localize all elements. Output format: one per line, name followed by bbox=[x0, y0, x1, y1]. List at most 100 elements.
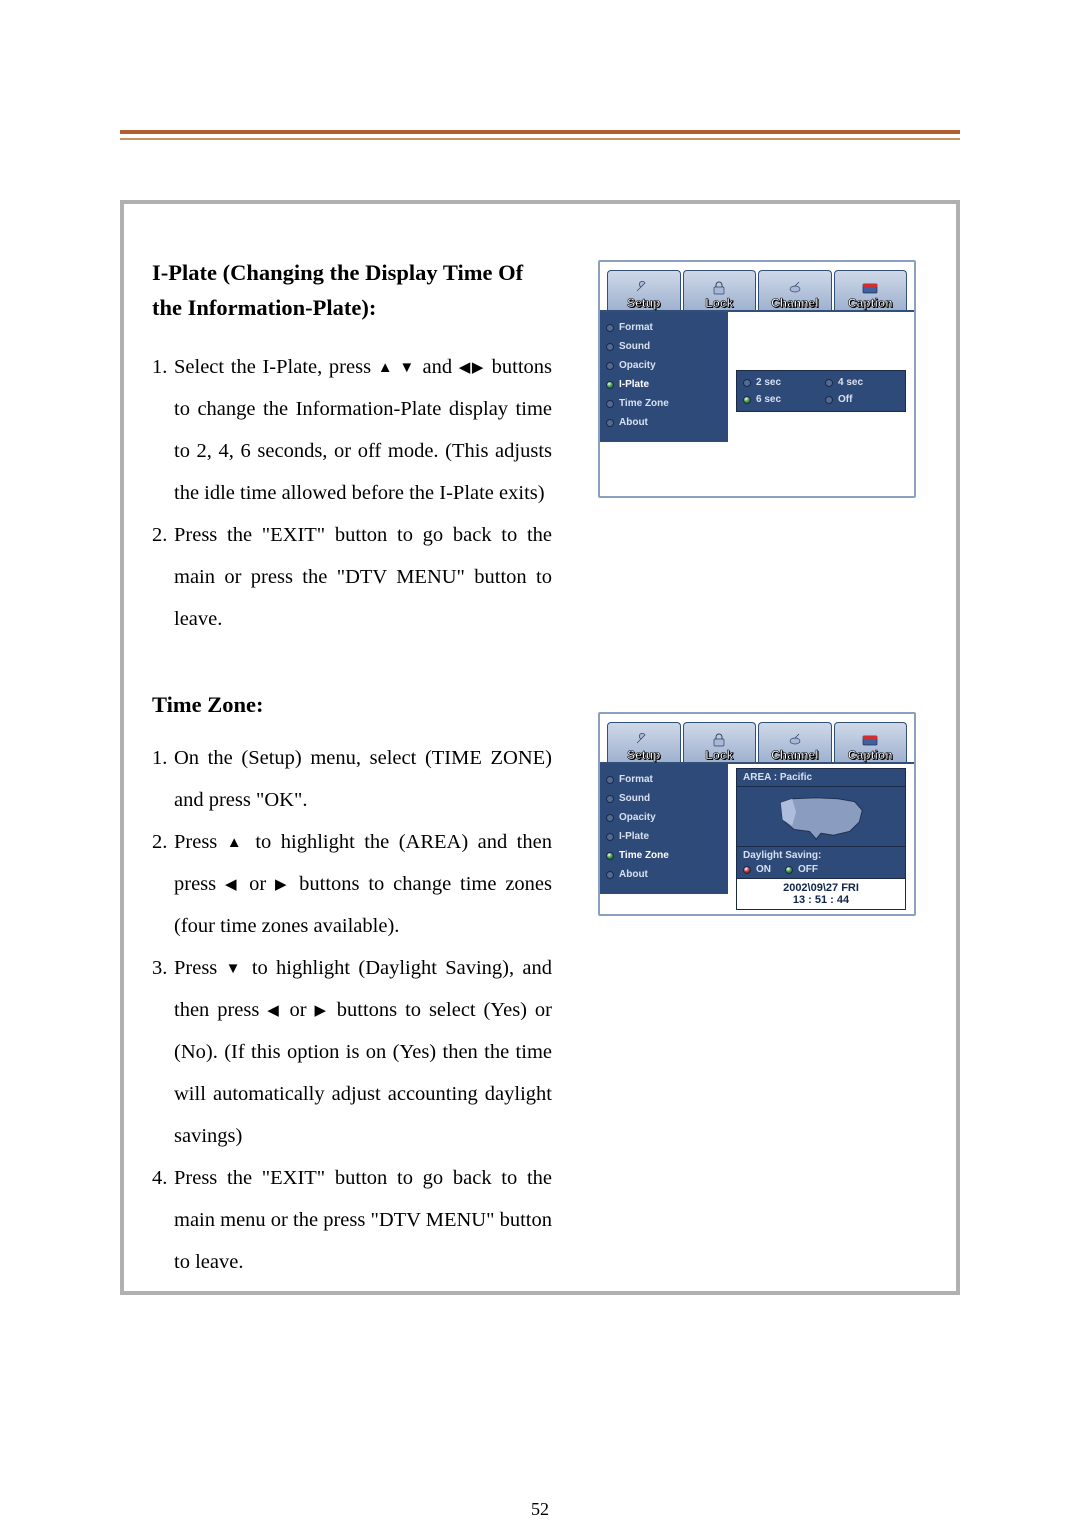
list-item: 1. Select the I-Plate, press ▲ ▼ and ◀▶ … bbox=[152, 346, 552, 514]
sidebar-item-label: Opacity bbox=[619, 360, 656, 371]
arrow-up-down-icon: ▲ ▼ bbox=[378, 360, 416, 376]
ds-option-off[interactable]: OFF bbox=[785, 864, 818, 875]
bullet-icon bbox=[606, 324, 614, 332]
step-body: Select the I-Plate, press ▲ ▼ and ◀▶ but… bbox=[174, 346, 552, 514]
text-run: Press bbox=[174, 957, 226, 979]
wrench-icon bbox=[635, 733, 653, 747]
bullet-icon bbox=[606, 343, 614, 351]
tz-daylight-saving: Daylight Saving: ON OFF bbox=[736, 847, 906, 879]
bullet-icon bbox=[606, 400, 614, 408]
sidebar-item-label: I-Plate bbox=[619, 379, 649, 390]
timezone-steps: 1. On the (Setup) menu, select (TIME ZON… bbox=[152, 737, 552, 1283]
sidebar-item-format[interactable]: Format bbox=[604, 318, 724, 337]
arrow-left-icon: ◀ bbox=[225, 877, 240, 893]
text-run: Select the I-Plate, press bbox=[174, 356, 378, 378]
page-frame: I-Plate (Changing the Display Time Of th… bbox=[120, 200, 960, 1295]
sidebar-item-format[interactable]: Format bbox=[604, 770, 724, 789]
tab-setup[interactable]: Setup bbox=[607, 722, 681, 762]
tab-label: Setup bbox=[627, 296, 660, 310]
iplate-options: 2 sec 4 sec 6 sec Off bbox=[736, 370, 906, 412]
tab-label: Lock bbox=[705, 296, 733, 310]
header-rule-thick bbox=[120, 130, 960, 134]
tz-area-strip[interactable]: AREA : Pacific bbox=[736, 768, 906, 787]
sidebar-item-sound[interactable]: Sound bbox=[604, 337, 724, 356]
osd-body: Format Sound Opacity I-Plate Time Zone A… bbox=[600, 762, 914, 894]
tab-label: Channel bbox=[771, 748, 818, 762]
step-body: Press the "EXIT" button to go back to th… bbox=[174, 514, 552, 640]
arrow-up-icon: ▲ bbox=[227, 835, 246, 851]
step-number: 3. bbox=[152, 947, 174, 1157]
radio-icon bbox=[825, 379, 833, 387]
osd-screenshot-timezone: Setup Lock Channel Caption bbox=[598, 712, 928, 916]
option-off[interactable]: Off bbox=[825, 394, 899, 405]
tz-datetime: 2002\09\27 FRI 13 : 51 : 44 bbox=[736, 879, 906, 910]
option-label: Off bbox=[838, 394, 852, 405]
sidebar-item-about[interactable]: About bbox=[604, 413, 724, 432]
sidebar-item-label: Format bbox=[619, 774, 653, 785]
text-run: or bbox=[282, 999, 315, 1021]
step-number: 2. bbox=[152, 514, 174, 640]
arrow-left-icon: ◀ bbox=[267, 1003, 281, 1019]
osd-window: Setup Lock Channel Caption bbox=[598, 712, 916, 916]
caption-icon bbox=[861, 733, 879, 747]
option-label: ON bbox=[756, 864, 771, 875]
iplate-steps: 1. Select the I-Plate, press ▲ ▼ and ◀▶ … bbox=[152, 346, 552, 640]
option-2sec[interactable]: 2 sec bbox=[743, 377, 817, 388]
tab-channel[interactable]: Channel bbox=[758, 270, 832, 310]
sidebar-item-label: Time Zone bbox=[619, 398, 669, 409]
tab-label: Caption bbox=[848, 296, 893, 310]
tab-caption[interactable]: Caption bbox=[834, 270, 908, 310]
sidebar-item-iplate[interactable]: I-Plate bbox=[604, 827, 724, 846]
ds-option-on[interactable]: ON bbox=[743, 864, 771, 875]
radio-icon bbox=[785, 866, 793, 874]
satellite-icon bbox=[786, 733, 804, 747]
tab-caption[interactable]: Caption bbox=[834, 722, 908, 762]
list-item: 2. Press the "EXIT" button to go back to… bbox=[152, 514, 552, 640]
sidebar-item-label: Sound bbox=[619, 341, 650, 352]
sidebar-item-opacity[interactable]: Opacity bbox=[604, 356, 724, 375]
sidebar-item-timezone[interactable]: Time Zone bbox=[604, 846, 724, 865]
step-number: 1. bbox=[152, 346, 174, 514]
sidebar-item-iplate[interactable]: I-Plate bbox=[604, 375, 724, 394]
sidebar-item-timezone[interactable]: Time Zone bbox=[604, 394, 724, 413]
sidebar-item-label: About bbox=[619, 869, 648, 880]
list-item: 1. On the (Setup) menu, select (TIME ZON… bbox=[152, 737, 552, 821]
sidebar-item-about[interactable]: About bbox=[604, 865, 724, 884]
bullet-icon bbox=[606, 833, 614, 841]
sidebar-item-sound[interactable]: Sound bbox=[604, 789, 724, 808]
wrench-icon bbox=[635, 281, 653, 295]
list-item: 3. Press ▼ to highlight (Daylight Saving… bbox=[152, 947, 552, 1157]
tab-label: Caption bbox=[848, 748, 893, 762]
text-column: I-Plate (Changing the Display Time Of th… bbox=[152, 256, 552, 1283]
arrow-right-icon: ▶ bbox=[315, 1003, 329, 1019]
sidebar-item-opacity[interactable]: Opacity bbox=[604, 808, 724, 827]
osd-window: Setup Lock Channel Caption bbox=[598, 260, 916, 498]
option-6sec[interactable]: 6 sec bbox=[743, 394, 817, 405]
osd-tabs: Setup Lock Channel Caption bbox=[600, 262, 914, 310]
list-item: 2. Press ▲ to highlight the (AREA) and t… bbox=[152, 821, 552, 947]
sidebar-item-label: About bbox=[619, 417, 648, 428]
section-heading-iplate: I-Plate (Changing the Display Time Of th… bbox=[152, 256, 552, 326]
bullet-icon bbox=[606, 381, 614, 389]
tz-date-text: 2002\09\27 FRI bbox=[737, 882, 905, 894]
tab-setup[interactable]: Setup bbox=[607, 270, 681, 310]
radio-icon bbox=[743, 396, 751, 404]
lock-icon bbox=[710, 733, 728, 747]
sidebar-item-label: Format bbox=[619, 322, 653, 333]
text-run: buttons to select (Yes) or (No). (If thi… bbox=[174, 999, 552, 1147]
arrow-right-icon: ▶ bbox=[275, 877, 290, 893]
tab-channel[interactable]: Channel bbox=[758, 722, 832, 762]
bullet-icon bbox=[606, 871, 614, 879]
tab-label: Channel bbox=[771, 296, 818, 310]
bullet-icon bbox=[606, 776, 614, 784]
caption-icon bbox=[861, 281, 879, 295]
tab-lock[interactable]: Lock bbox=[683, 270, 757, 310]
option-4sec[interactable]: 4 sec bbox=[825, 377, 899, 388]
sidebar-item-label: I-Plate bbox=[619, 831, 649, 842]
radio-icon bbox=[825, 396, 833, 404]
tab-label: Lock bbox=[705, 748, 733, 762]
tab-lock[interactable]: Lock bbox=[683, 722, 757, 762]
sidebar-item-label: Time Zone bbox=[619, 850, 669, 861]
text-run: and bbox=[416, 356, 459, 378]
osd-sidebar: Format Sound Opacity I-Plate Time Zone A… bbox=[600, 312, 728, 442]
